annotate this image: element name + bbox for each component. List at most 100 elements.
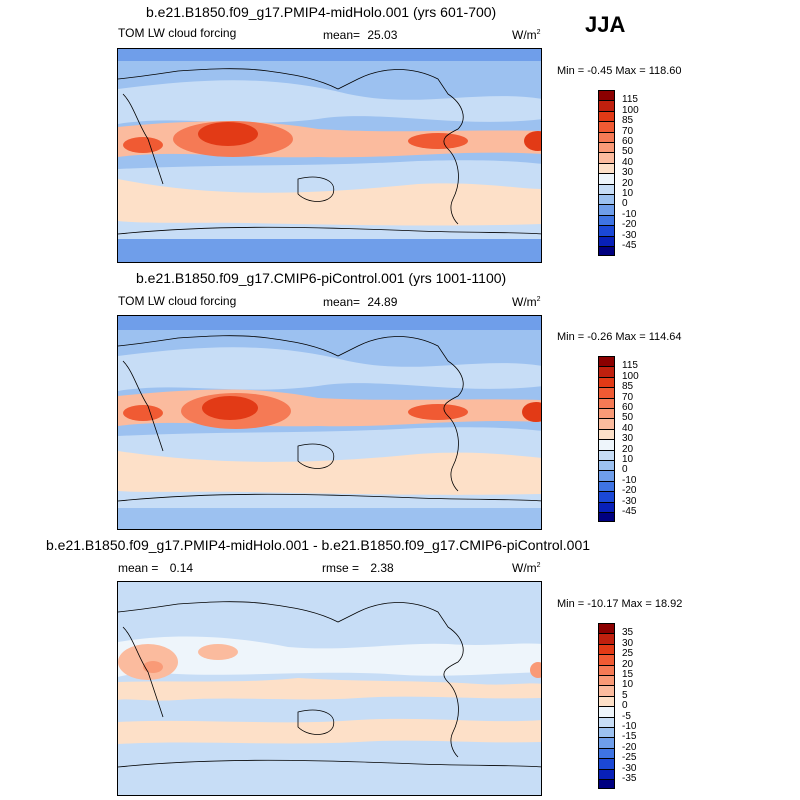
panel-3-rmse-label: rmse = <box>322 561 360 575</box>
colorbar-label: 30 <box>622 433 634 445</box>
colorbar-label: 115 <box>622 94 638 106</box>
colorbar-box <box>598 470 615 481</box>
colorbar-box <box>598 376 615 388</box>
colorbar-label: 50 <box>622 412 634 424</box>
colorbar-box <box>598 460 615 471</box>
colorbar-box <box>598 173 615 184</box>
colorbar-label: -15 <box>622 731 637 743</box>
panel-2-polar-south <box>118 508 541 529</box>
colorbar-label: 60 <box>622 402 634 413</box>
colorbar-label: 50 <box>622 146 634 158</box>
colorbar-box <box>598 110 615 122</box>
colorbar-box <box>598 194 615 205</box>
panel-2-africa-west <box>123 405 163 421</box>
panel-2-units-exp: 2 <box>536 296 541 303</box>
panel-3-rmse-value: 2.38 <box>370 561 394 575</box>
colorbar-box <box>598 633 615 644</box>
panel-1-polar-south <box>118 239 541 262</box>
colorbar-box <box>598 131 615 142</box>
colorbar-label: 60 <box>622 136 634 147</box>
colorbar-label: -10 <box>622 474 637 486</box>
colorbar-label: 20 <box>622 177 634 189</box>
panel-2-band-subtrop-s <box>118 451 541 495</box>
colorbar-label: 115 <box>622 360 638 372</box>
panel-2-coast-australia <box>297 443 335 469</box>
colorbar-label: -30 <box>622 495 637 507</box>
panel-3-units-text: W/m <box>512 561 537 575</box>
colorbar-box <box>598 439 615 450</box>
colorbar-label: 15 <box>622 669 634 680</box>
colorbar-label: 35 <box>622 627 634 639</box>
colorbar-label: 30 <box>622 637 634 649</box>
panel-3-mean-label: mean = <box>118 561 159 575</box>
colorbar-box <box>598 449 615 460</box>
season-label: JJA <box>585 12 626 37</box>
colorbar-label: -45 <box>622 506 637 517</box>
colorbar-label: -5 <box>622 710 631 722</box>
panel-1-band-nmid <box>118 80 541 124</box>
colorbar-label: 10 <box>622 188 634 199</box>
panel-2-units-text: W/m <box>512 295 537 309</box>
panel-2-mean-label: mean= <box>323 295 361 309</box>
colorbar-label: 30 <box>622 167 634 179</box>
panel-1-coast-africa <box>122 93 164 185</box>
panel-1-polar-north <box>118 49 541 61</box>
colorbar-box <box>598 491 615 502</box>
colorbar-label: 0 <box>622 700 628 712</box>
colorbar-label: -35 <box>622 773 637 784</box>
colorbar-label: -30 <box>622 229 637 241</box>
panel-3-coast-main <box>118 601 464 758</box>
panel-3-east-warm <box>530 662 541 678</box>
panel-3-rmse: rmse = 2.38 <box>322 561 394 575</box>
colorbar-label: 70 <box>622 391 634 403</box>
colorbar-box <box>598 664 615 675</box>
colorbar-box <box>598 214 615 226</box>
colorbar-box <box>598 246 615 257</box>
panel-2-coast-africa <box>122 360 164 452</box>
panel-1-africa-west <box>123 137 163 153</box>
colorbar-box <box>598 747 615 759</box>
panel-1-coast-antarctica <box>118 226 541 235</box>
panel-2-minmax: Min = -0.26 Max = 114.64 <box>557 331 682 343</box>
panel-1-africa-east <box>524 131 541 151</box>
panel-3-coast-antarctica <box>118 759 541 768</box>
panel-1-units: W/m2 <box>512 28 541 42</box>
panel-1-coastlines <box>118 68 541 235</box>
panel-3-africa-core <box>143 661 163 673</box>
panel-2-mean-value: 24.89 <box>367 295 398 309</box>
colorbar-label: 5 <box>622 689 628 701</box>
panel-1-band-subtrop-s <box>118 179 541 226</box>
colorbar-box <box>598 366 615 377</box>
colorbar-box <box>598 501 615 512</box>
colorbar-label: 20 <box>622 443 634 455</box>
panel-3-mean: mean = 0.14 <box>118 561 193 575</box>
colorbar-label: 40 <box>622 156 634 168</box>
colorbar-box <box>598 654 615 665</box>
colorbar-label: -20 <box>622 741 637 753</box>
panel-1-minmax: Min = -0.45 Max = 118.60 <box>557 65 682 77</box>
panel-2-warm-core <box>202 396 258 420</box>
panel-1-coast-main <box>118 68 464 225</box>
panel-1-mean-value: 25.03 <box>367 28 398 42</box>
panel-1-title: b.e21.B1850.f09_g17.PMIP4-midHolo.001 (y… <box>146 4 497 20</box>
colorbar-label: -25 <box>622 752 637 764</box>
colorbar-box <box>598 225 615 236</box>
panel-3-map-svg <box>118 582 541 795</box>
colorbar-box <box>598 480 615 492</box>
colorbar-label: 100 <box>622 104 639 116</box>
colorbar-label: 85 <box>622 115 634 127</box>
panel-3-coastlines <box>118 601 541 768</box>
colorbar-label: 25 <box>622 648 634 660</box>
colorbar-box <box>598 685 615 696</box>
colorbar-label: 40 <box>622 422 634 434</box>
colorbar-label: 70 <box>622 125 634 137</box>
colorbar-box <box>598 204 615 215</box>
colorbar-box <box>598 727 615 738</box>
panel-1-units-exp: 2 <box>536 29 541 36</box>
panel-2-variable: TOM LW cloud forcing <box>118 294 237 308</box>
colorbar-label: -45 <box>622 240 637 251</box>
panel-2-coast-main <box>118 335 464 492</box>
colorbar-frame <box>598 623 615 790</box>
panel-3-units: W/m2 <box>512 561 541 575</box>
colorbar-box <box>598 142 615 153</box>
